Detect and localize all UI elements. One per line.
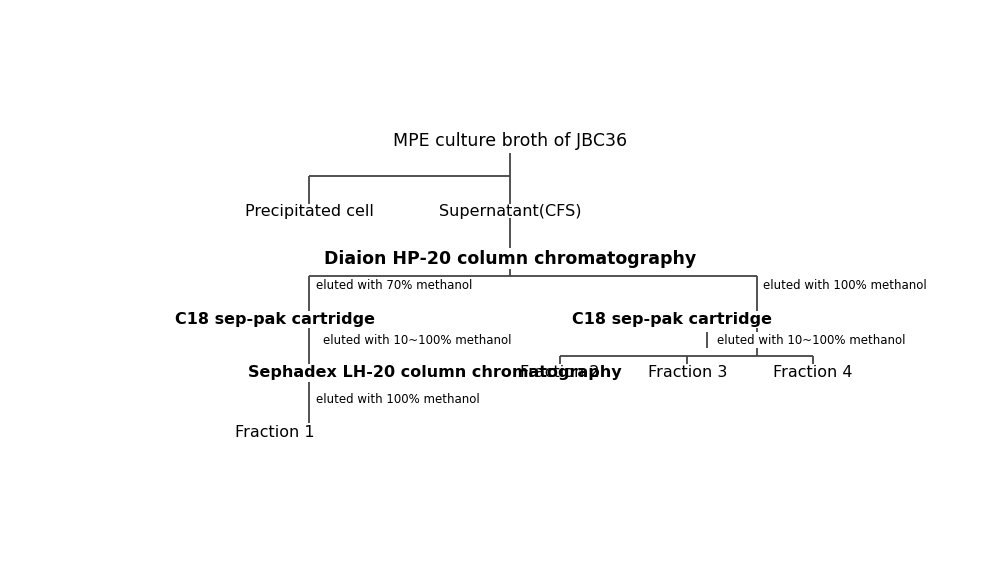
Text: Supernatant(CFS): Supernatant(CFS) [438,204,580,219]
Text: Fraction 2: Fraction 2 [520,365,599,380]
Text: Diaion HP-20 column chromatography: Diaion HP-20 column chromatography [323,250,696,268]
Text: Fraction 1: Fraction 1 [235,425,314,440]
Text: eluted with 10~100% methanol: eluted with 10~100% methanol [716,334,905,347]
Text: MPE culture broth of JBC36: MPE culture broth of JBC36 [393,132,626,150]
Text: eluted with 70% methanol: eluted with 70% methanol [315,279,471,292]
Text: C18 sep-pak cartridge: C18 sep-pak cartridge [572,312,771,327]
Text: C18 sep-pak cartridge: C18 sep-pak cartridge [175,312,375,327]
Text: Sephadex LH-20 column chromatography: Sephadex LH-20 column chromatography [248,365,621,380]
Text: Fraction 4: Fraction 4 [772,365,852,380]
Text: Fraction 3: Fraction 3 [647,365,727,380]
Text: Precipitated cell: Precipitated cell [245,204,374,219]
Text: eluted with 100% methanol: eluted with 100% methanol [762,279,925,292]
Text: eluted with 100% methanol: eluted with 100% methanol [315,393,479,406]
Text: eluted with 10~100% methanol: eluted with 10~100% methanol [323,334,511,347]
